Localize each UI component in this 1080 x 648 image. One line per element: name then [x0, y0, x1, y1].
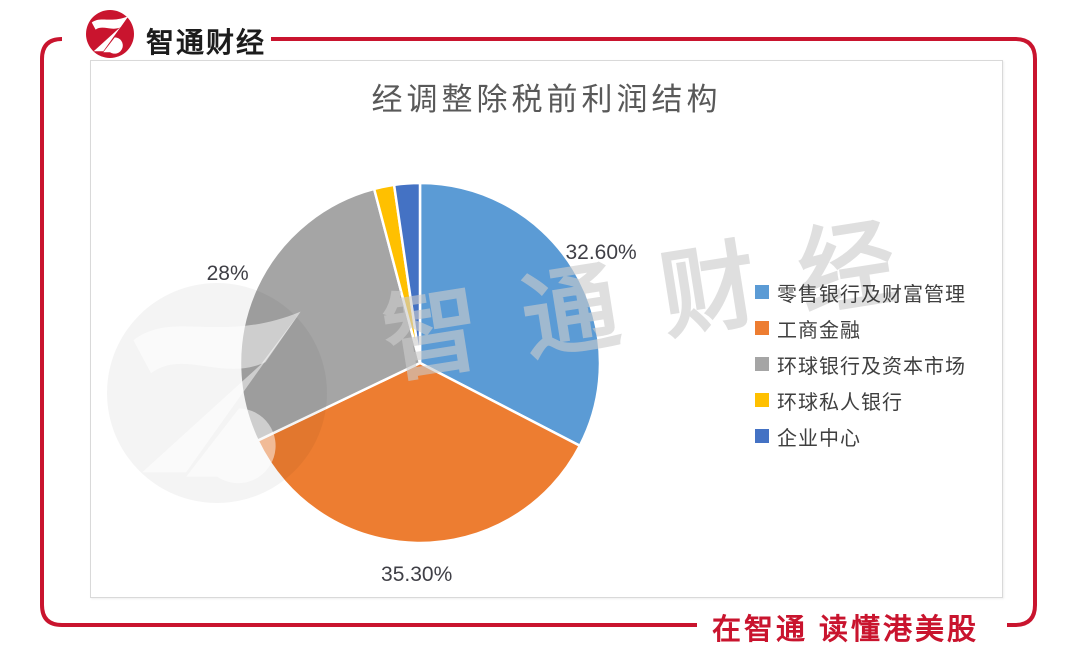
chart-title: 经调整除税前利润结构: [371, 82, 722, 117]
pie-slice-0: [418, 181, 602, 447]
legend-swatch-icon: [755, 357, 769, 371]
brand-logo-text: 智通财经: [146, 27, 267, 58]
chart-legend: 零售银行及财富管理 工商金融环球银行及资本市场 环球私人银行 企业中心: [755, 274, 966, 454]
pie-data-label-2: 28%: [206, 261, 249, 285]
legend-item-0: 零售银行及财富管理: [755, 274, 966, 310]
legend-swatch-icon: [755, 393, 769, 407]
brand-logo-icon: [86, 10, 134, 58]
pie-slice-2: [238, 187, 422, 442]
legend-label: 零售银行及财富管理: [777, 283, 966, 306]
pie-data-label-1: 35.30%: [381, 562, 453, 586]
legend-swatch-icon: [755, 285, 769, 299]
legend-item-4: 企业中心: [755, 418, 966, 454]
legend-label: 企业中心: [777, 427, 861, 450]
pie-data-label-0: 32.60%: [565, 240, 637, 264]
legend-item-2: 环球银行及资本市场: [755, 346, 966, 382]
pie-labels-layer: 32.60% 35.30% 28%: [207, 163, 637, 586]
legend-label: 环球私人银行: [777, 391, 903, 414]
pie-chart: [220, 163, 620, 563]
legend-label: 环球银行及资本市场: [777, 355, 966, 378]
legend-swatch-icon: [755, 321, 769, 335]
pie-slice-4: [392, 181, 422, 365]
legend-swatch-icon: [755, 429, 769, 443]
frame-left-bottom-line: [40, 37, 697, 627]
brand-tagline: 在智通 读懂港美股: [712, 614, 980, 646]
watermark-logo-icon: [107, 283, 327, 503]
frame-top-right-line: [271, 37, 1037, 627]
legend-item-3: 环球私人银行: [755, 382, 966, 418]
pie-slice-1: [256, 361, 582, 545]
legend-label: 工商金融: [777, 319, 861, 342]
legend-item-1: 工商金融: [755, 310, 966, 346]
